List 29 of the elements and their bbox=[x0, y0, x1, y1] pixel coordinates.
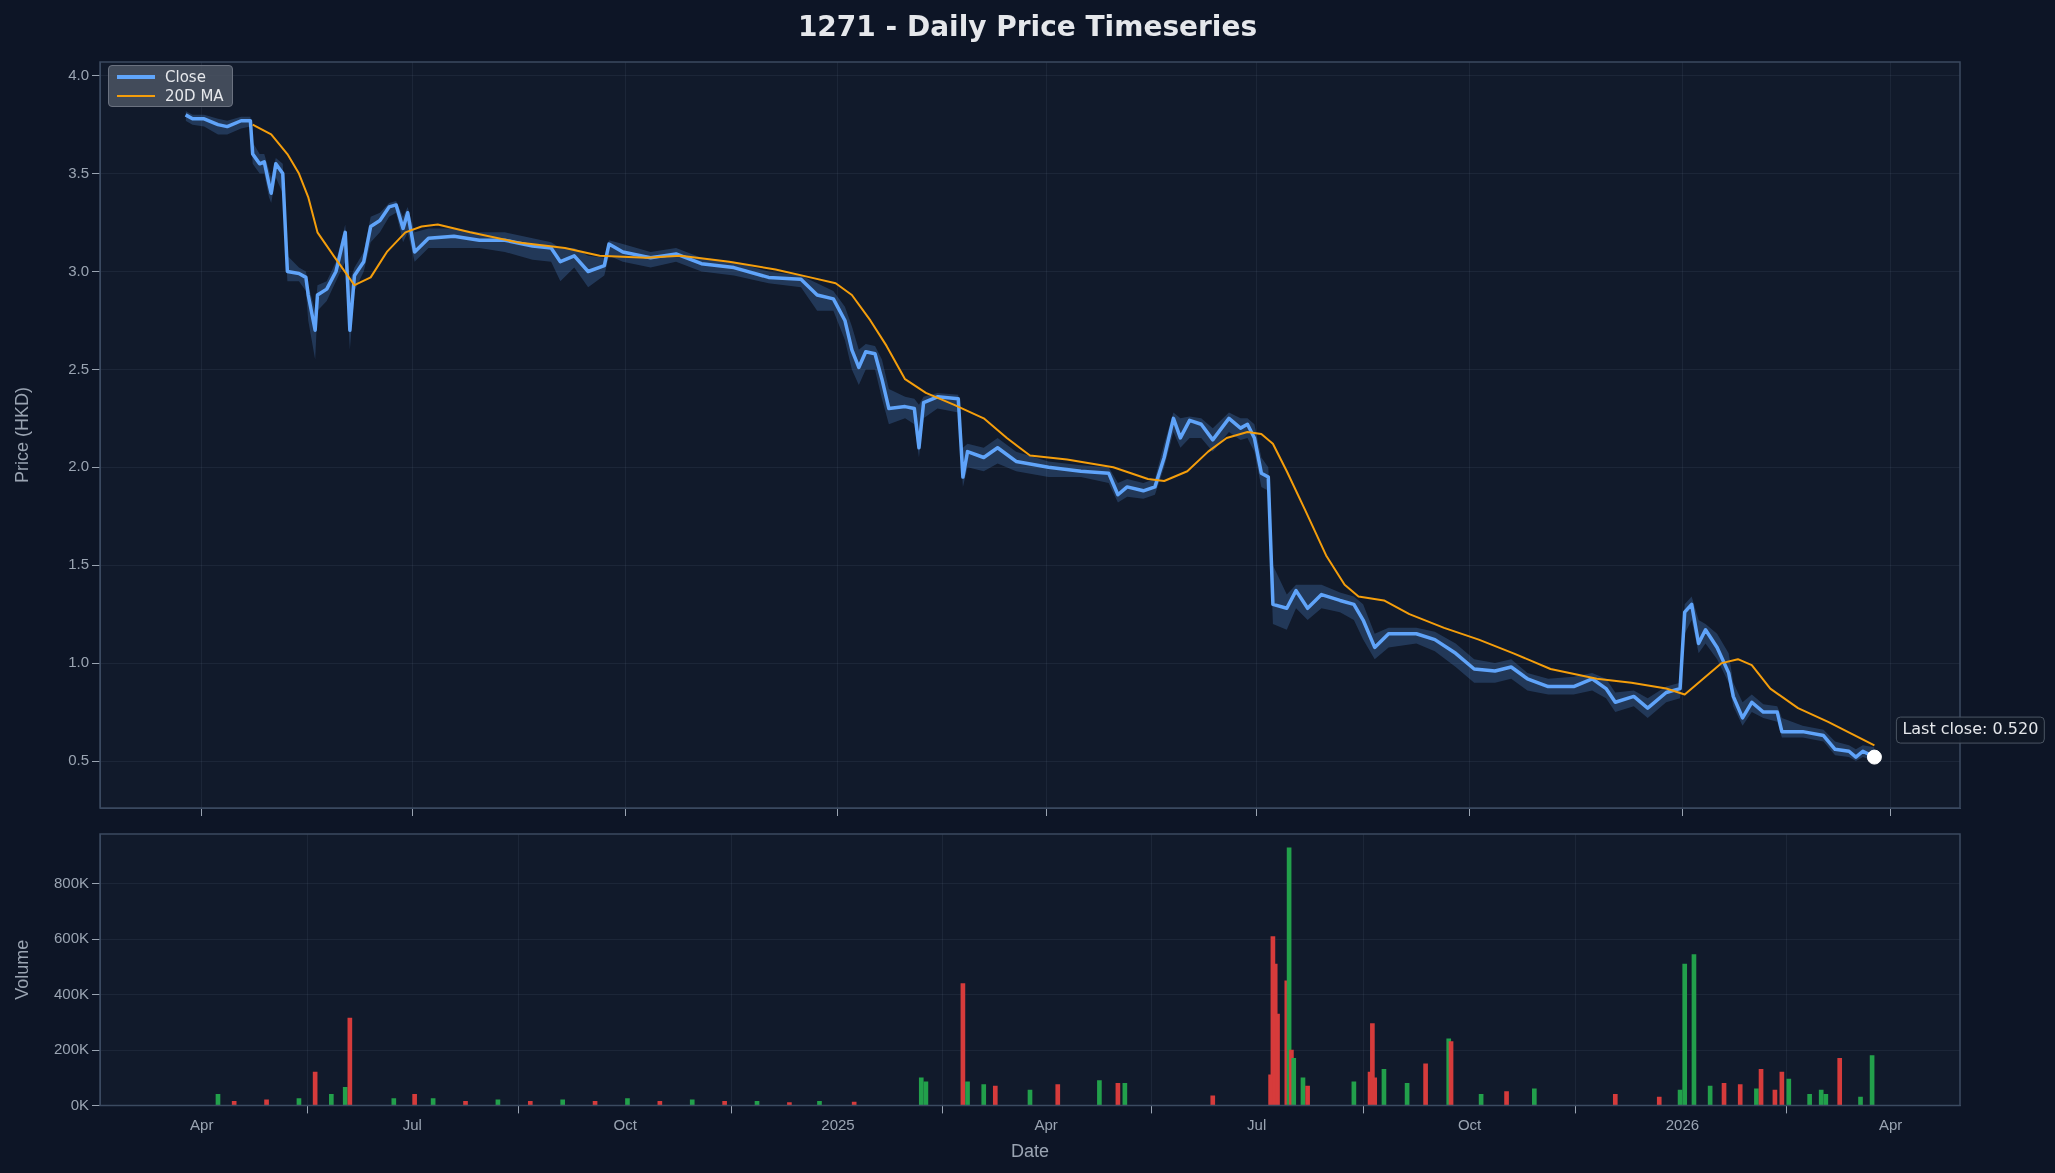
y-tick-label: 2.5 bbox=[68, 359, 89, 377]
x-tick-label: Oct bbox=[1457, 1115, 1483, 1133]
annotation: Last close: 0.520 bbox=[1902, 719, 2039, 739]
y-tick-label: 3.0 bbox=[68, 261, 89, 279]
y-tick-label: 200K bbox=[53, 1040, 89, 1058]
x-tick-label: Apr bbox=[1878, 1115, 1903, 1133]
x-tick-label: Apr bbox=[1034, 1115, 1058, 1133]
y-tick-label: 2.0 bbox=[68, 457, 89, 475]
legend-label: Close bbox=[165, 67, 206, 86]
x-tick-label: Apr bbox=[190, 1115, 214, 1133]
y-tick-label: 1.5 bbox=[68, 555, 89, 573]
y-tick-label: 600K bbox=[53, 929, 89, 947]
y-tick-label: 800K bbox=[53, 873, 89, 891]
x-tick-label: 2025 bbox=[821, 1115, 855, 1133]
x-tick-label: Oct bbox=[613, 1115, 638, 1133]
y-tick-label: 0.5 bbox=[68, 751, 89, 769]
y-tick-label: 400K bbox=[53, 984, 89, 1002]
y-axis-title: Volume bbox=[11, 939, 32, 1000]
y-tick-label: 4.0 bbox=[68, 65, 89, 83]
chart-title: 1271 - Daily Price Timeseries bbox=[796, 9, 1259, 45]
x-axis-title: Date bbox=[1010, 1141, 1050, 1162]
x-tick-label: 2026 bbox=[1665, 1115, 1700, 1133]
y-axis-title: Price (HKD) bbox=[11, 386, 32, 484]
y-tick-label: 0K bbox=[70, 1095, 89, 1113]
legend-label: 20D MA bbox=[165, 86, 224, 105]
y-tick-label: 1.0 bbox=[68, 653, 89, 671]
y-tick-label: 3.5 bbox=[68, 163, 89, 181]
x-tick-label: Jul bbox=[1247, 1115, 1267, 1133]
x-tick-label: Jul bbox=[402, 1115, 422, 1133]
